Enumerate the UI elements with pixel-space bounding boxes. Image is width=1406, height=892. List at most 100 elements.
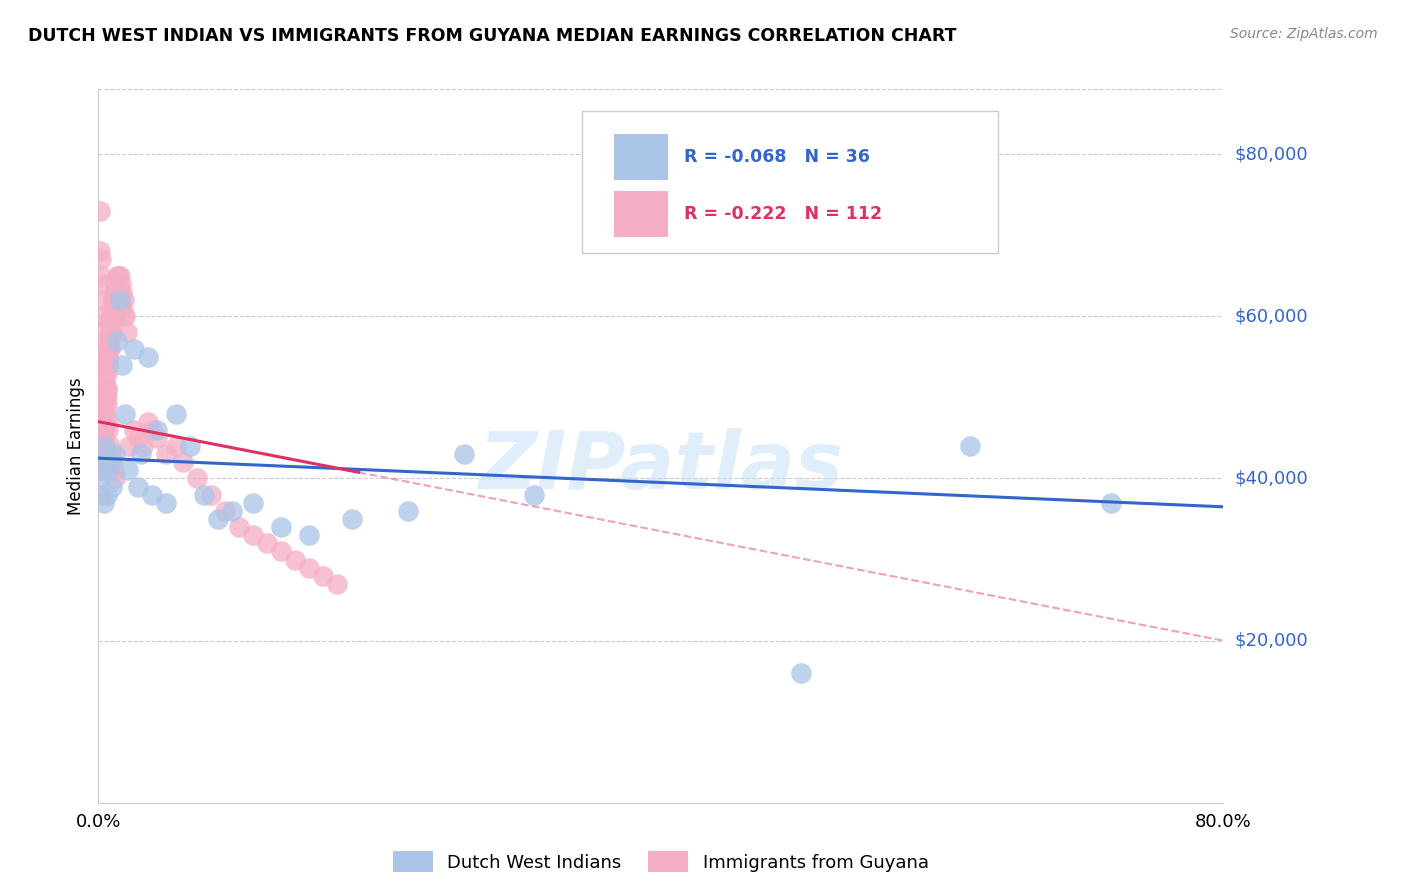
Point [91, 423, 114, 437]
Point [103, 293, 125, 307]
Point [340, 512, 363, 526]
Point [96, 358, 118, 372]
Point [101, 293, 124, 307]
Point [103, 285, 125, 299]
Point [98, 455, 121, 469]
Point [97, 415, 120, 429]
Point [118, 439, 141, 453]
Point [214, 504, 236, 518]
Legend: Dutch West Indians, Immigrants from Guyana: Dutch West Indians, Immigrants from Guya… [385, 844, 936, 880]
Text: $40,000: $40,000 [1234, 469, 1308, 487]
Point [165, 439, 187, 453]
Point [91, 455, 114, 469]
Point [94, 390, 117, 404]
Point [97, 463, 120, 477]
Point [127, 479, 149, 493]
Y-axis label: Median Earnings: Median Earnings [66, 377, 84, 515]
Point [91, 293, 114, 307]
Point [90, 463, 112, 477]
Point [298, 560, 321, 574]
Point [96, 366, 118, 380]
Point [98, 318, 121, 332]
Point [90, 463, 112, 477]
Point [100, 326, 122, 340]
Point [90, 447, 112, 461]
Point [107, 268, 129, 283]
Point [90, 455, 112, 469]
Point [90, 252, 112, 267]
Point [90, 439, 112, 453]
Point [453, 447, 475, 461]
Point [112, 293, 135, 307]
Point [89, 244, 111, 259]
Point [93, 318, 115, 332]
Point [91, 455, 114, 469]
Point [101, 479, 124, 493]
Point [141, 423, 163, 437]
Point [114, 407, 136, 421]
Point [111, 285, 134, 299]
Point [136, 415, 159, 429]
Point [396, 504, 419, 518]
Point [94, 350, 117, 364]
Point [94, 366, 117, 380]
Point [94, 399, 117, 413]
Bar [613, 191, 668, 237]
Point [89, 203, 111, 218]
Point [91, 407, 114, 421]
Point [155, 447, 177, 461]
Point [172, 455, 194, 469]
Point [523, 488, 546, 502]
Point [93, 423, 115, 437]
Point [91, 310, 114, 324]
Point [104, 310, 127, 324]
Point [91, 439, 114, 453]
Point [93, 439, 115, 453]
Point [790, 666, 813, 681]
Point [96, 382, 118, 396]
Point [200, 488, 222, 502]
Point [117, 463, 139, 477]
Point [111, 301, 134, 315]
Point [312, 568, 335, 582]
Text: R = -0.068   N = 36: R = -0.068 N = 36 [685, 148, 870, 166]
Point [91, 415, 114, 429]
Point [93, 455, 115, 469]
Point [91, 447, 114, 461]
Point [98, 326, 121, 340]
Point [108, 285, 131, 299]
Point [101, 310, 124, 324]
Point [256, 536, 278, 550]
Point [132, 439, 155, 453]
Point [97, 358, 120, 372]
Point [91, 431, 114, 445]
Point [98, 342, 121, 356]
Point [105, 334, 128, 348]
Point [94, 407, 117, 421]
Point [94, 415, 117, 429]
Point [97, 423, 120, 437]
Point [270, 520, 292, 534]
Point [122, 342, 145, 356]
Point [146, 431, 169, 445]
Point [155, 496, 177, 510]
Point [959, 439, 981, 453]
Text: R = -0.222   N = 112: R = -0.222 N = 112 [685, 205, 883, 223]
Point [1099, 496, 1122, 510]
Point [93, 463, 115, 477]
Point [91, 277, 114, 291]
Point [221, 504, 243, 518]
Point [129, 447, 152, 461]
Point [284, 552, 307, 566]
Point [107, 285, 129, 299]
Point [242, 528, 264, 542]
Point [100, 310, 122, 324]
Point [90, 471, 112, 485]
Point [228, 520, 250, 534]
Point [89, 447, 111, 461]
Point [90, 268, 112, 283]
Point [100, 447, 122, 461]
Point [90, 447, 112, 461]
Point [89, 439, 111, 453]
Bar [613, 134, 668, 180]
